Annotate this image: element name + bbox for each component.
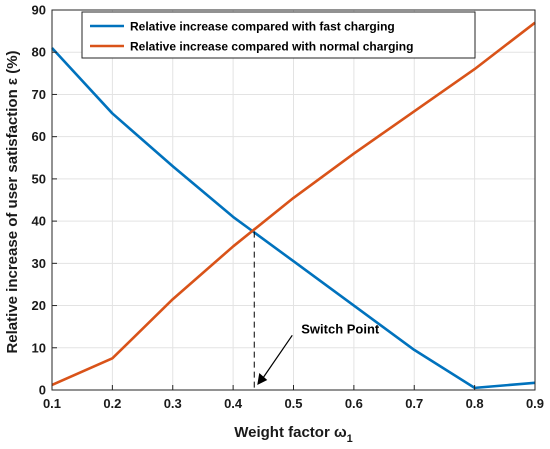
legend-label-2: Relative increase compared with normal c…	[130, 40, 413, 54]
y-tick-label: 90	[32, 3, 46, 18]
y-tick-label: 60	[32, 129, 46, 144]
annotation: Switch Point	[253, 231, 380, 390]
y-tick-label: 10	[32, 340, 46, 355]
x-axis-label: Weight factor ω1	[234, 424, 353, 445]
series-line-2	[51, 21, 536, 387]
switch-point-arrowhead	[257, 373, 268, 385]
switch-point-label: Switch Point	[301, 321, 380, 336]
y-tick-label: 50	[32, 171, 46, 186]
x-tick-label: 0.7	[405, 396, 423, 411]
x-tick-label: 0.1	[43, 396, 61, 411]
y-tick-label: 30	[32, 256, 46, 271]
y-tick-label: 80	[32, 45, 46, 60]
series-lines	[51, 21, 536, 390]
series-line-1	[51, 47, 536, 390]
y-tick-label: 20	[32, 298, 46, 313]
y-tick-label: 70	[32, 87, 46, 102]
y-tick-label: 0	[39, 383, 46, 398]
x-tick-label: 0.8	[466, 396, 484, 411]
x-tick-label: 0.5	[284, 396, 302, 411]
switch-point-arrow	[261, 334, 293, 380]
legend: Relative increase compared with fast cha…	[81, 11, 476, 59]
x-tick-label: 0.4	[224, 396, 243, 411]
x-tick-label: 0.3	[164, 396, 182, 411]
legend-box	[81, 11, 476, 59]
x-tick-label: 0.6	[345, 396, 363, 411]
y-tick-label: 40	[32, 214, 46, 229]
grid	[51, 9, 536, 391]
axis-ticks: 0.1 0.2 0.3 0.4 0.5 0.6 0.7 0.8 0.9 0 10 20 30 40 50 60…	[32, 3, 545, 412]
x-tick-label: 0.2	[103, 396, 121, 411]
legend-label-1: Relative increase compared with fast cha…	[130, 20, 395, 34]
y-axis-label: Relative increase of user satisfaction ε…	[4, 50, 21, 353]
x-tick-label: 0.9	[526, 396, 544, 411]
